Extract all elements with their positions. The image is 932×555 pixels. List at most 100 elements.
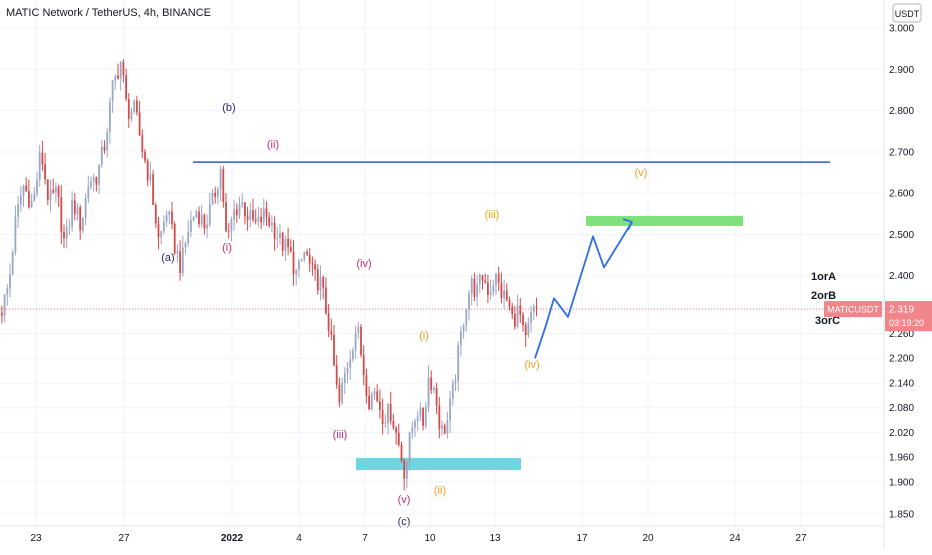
candle-body [468,293,470,310]
candle-body [157,223,160,238]
candle-body [127,99,130,120]
candle-body [138,112,141,136]
candle-body [433,388,435,391]
candle-body [319,276,322,291]
support-zone [356,458,521,471]
candle-body [168,211,171,216]
candle-body [327,313,330,331]
time-tick-label: 20 [642,533,654,544]
candle-body [357,326,360,333]
candle-body [63,232,65,239]
time-tick-label: 27 [795,533,807,544]
candle-body [222,168,225,203]
candle-body [341,382,343,403]
candle-body [79,207,82,231]
wave-label: (v) [635,167,648,179]
candle-body [281,232,284,251]
candle-body [103,146,106,151]
time-tick-label: 7 [362,533,368,544]
candle-body [495,273,497,286]
currency-badge[interactable]: USDT [892,3,922,23]
current-price-tag[interactable]: MATICUSDT 2.319 03:19:20 [824,301,932,332]
candle-body [524,325,527,336]
wave-label: (b) [222,102,235,114]
projection-path [534,221,633,359]
candle-body [49,189,52,200]
wave-label: (i) [222,242,232,254]
candle-body [478,275,481,285]
time-tick-label: 13 [489,533,501,544]
time-tick-label: 23 [30,533,42,544]
candle-body [376,391,379,402]
candle-body [176,251,179,254]
wave-label: (ii) [434,485,446,497]
candle-body [244,202,246,217]
candle-body [73,200,76,215]
candle-body [187,231,190,243]
candle-body [427,377,430,407]
candle-body [6,288,9,295]
candle-body [82,217,84,231]
candle-body [119,61,122,79]
candle-body [52,189,55,193]
candle-body [360,326,362,356]
candle-body [257,216,260,222]
candle-body [465,309,468,326]
price-tick-label: 2.900 [889,65,914,76]
candle-body [28,191,30,208]
candle-body [438,405,441,429]
candle-body [343,373,346,383]
candle-body [298,260,300,270]
candle-body [516,305,519,327]
candle-body [400,444,403,461]
time-tick-label: 27 [118,533,130,544]
candle-body [333,334,335,366]
candle-body [241,202,244,205]
candle-body [33,193,36,201]
candle-body [3,294,6,316]
candle-body [408,432,411,463]
candle-body [184,242,187,248]
candle-body [489,291,492,296]
candle-body [44,164,46,180]
candle-body [316,269,319,291]
wave-label: (c) [398,516,411,528]
candle-body [384,423,387,425]
candle-body [179,251,181,274]
candle-body [508,300,511,307]
candle-body [217,189,219,197]
wave-labels: (b) (a) (c) (ii) (i) (iv) (iii) (v) (i) (ii) (iii)… [161,102,840,528]
candle-body [122,61,125,76]
candle-body [287,238,289,247]
chart-title: MATIC Network / TetherUS, 4h, BINANCE [6,7,211,19]
candle-body [406,462,408,479]
candle-body [192,217,195,220]
candle-body [246,216,249,220]
time-tick-label: 17 [576,533,588,544]
candle-body [419,407,422,417]
candle-body [190,219,192,232]
candle-body [114,75,117,81]
candle-body [46,179,49,200]
candle-body [171,211,173,224]
candle-body [470,278,473,294]
candle-body [141,135,144,152]
price-tick-label: 2.020 [889,428,914,439]
candle-body [173,223,176,254]
price-tick-label: 3.000 [889,24,914,35]
candle-body [443,425,446,434]
price-tick-label: 2.800 [889,106,914,117]
price-tick-label: 2.600 [889,189,914,200]
wave-label: (iv) [524,359,539,371]
candle-body [227,231,230,233]
candle-body [422,407,424,426]
candle-body [306,251,308,255]
candle-body [500,282,503,299]
candle-body [338,384,341,403]
price-tick-label: 2.200 [889,354,914,365]
candle-body [395,428,397,433]
candle-body [462,325,465,332]
candle-body [392,420,395,429]
